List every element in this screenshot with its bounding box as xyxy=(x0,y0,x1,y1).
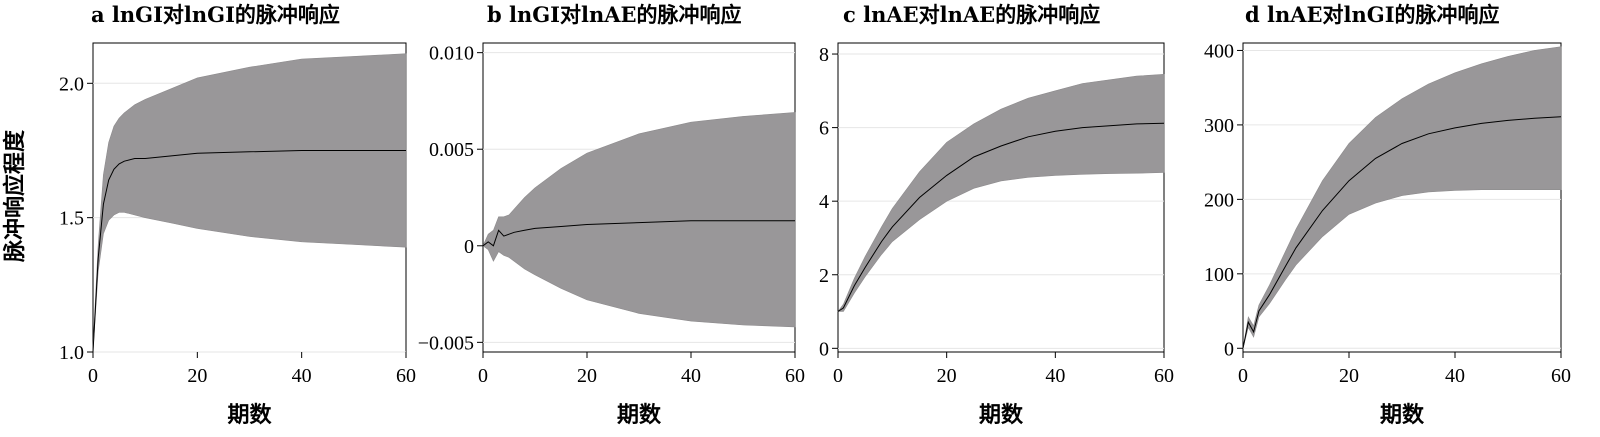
panel-title: d lnAE对lnGI的脉冲响应 xyxy=(1245,2,1500,27)
x-tick-label: 60 xyxy=(396,365,416,387)
y-tick-label: 2 xyxy=(819,265,829,287)
x-tick-label: 40 xyxy=(1445,365,1465,387)
y-tick-label: 0.005 xyxy=(429,139,474,161)
y-tick-label: 2.0 xyxy=(59,73,84,95)
confidence-band xyxy=(1242,46,1562,349)
impulse-response-line xyxy=(1242,116,1562,349)
x-tick-label: 20 xyxy=(937,365,957,387)
panel-d: d lnAE对lnGI的脉冲响应 0 100 200 300 400 0 20 40 60 期数 xyxy=(1204,2,1571,428)
y-tick-label: 0 xyxy=(1224,338,1234,360)
x-tick-label: 40 xyxy=(681,365,701,387)
confidence-band xyxy=(482,112,796,328)
y-tick-label: 1.0 xyxy=(59,342,84,364)
x-axis-label: 期数 xyxy=(227,402,272,428)
y-tick-label: 0 xyxy=(819,338,829,360)
x-tick-label: 20 xyxy=(577,365,597,387)
x-tick-label: 60 xyxy=(1551,365,1571,387)
panel-c: c lnAE对lnAE的脉冲响应 0 2 4 6 8 0 20 40 60 期数 xyxy=(819,2,1174,428)
y-tick-label: 200 xyxy=(1204,189,1234,211)
x-tick-label: 0 xyxy=(88,365,98,387)
x-tick-label: 60 xyxy=(785,365,805,387)
x-axis-label: 期数 xyxy=(617,402,662,428)
x-tick-label: 0 xyxy=(1238,365,1248,387)
y-tick-label: 8 xyxy=(819,44,829,66)
y-tick-label: 4 xyxy=(819,191,829,213)
panel-a: a lnGI对lnGI的脉冲响应 1.0 1.5 2.0 0 20 40 60 期数 xyxy=(59,2,416,428)
y-tick-label: 1.5 xyxy=(59,208,84,230)
y-tick-label: 100 xyxy=(1204,264,1234,286)
impulse-response-line xyxy=(482,220,795,247)
y-tick-label: 6 xyxy=(819,118,829,140)
x-tick-label: 20 xyxy=(1339,365,1359,387)
y-tick-label: 0.010 xyxy=(429,43,474,65)
panel-title: a lnGI对lnGI的脉冲响应 xyxy=(91,2,340,27)
x-axis-label: 期数 xyxy=(979,402,1024,428)
x-tick-label: 0 xyxy=(478,365,488,387)
panel-title: c lnAE对lnAE的脉冲响应 xyxy=(843,2,1100,27)
impulse-response-line xyxy=(837,122,1165,312)
x-tick-label: 40 xyxy=(1045,365,1065,387)
y-tick-label: −0.005 xyxy=(418,332,474,354)
x-tick-label: 40 xyxy=(292,365,312,387)
y-tick-label: 0 xyxy=(464,236,474,258)
impulse-response-line xyxy=(92,150,406,353)
x-axis-label: 期数 xyxy=(1380,402,1425,428)
x-tick-label: 0 xyxy=(833,365,843,387)
y-tick-label: 300 xyxy=(1204,115,1234,137)
y-tick-label: 400 xyxy=(1204,40,1234,62)
x-tick-label: 20 xyxy=(187,365,207,387)
confidence-band xyxy=(92,53,407,353)
y-axis-label: 脉冲响应程度 xyxy=(2,129,28,263)
x-tick-label: 60 xyxy=(1154,365,1174,387)
panel-title: b lnGI对lnAE的脉冲响应 xyxy=(487,2,742,27)
